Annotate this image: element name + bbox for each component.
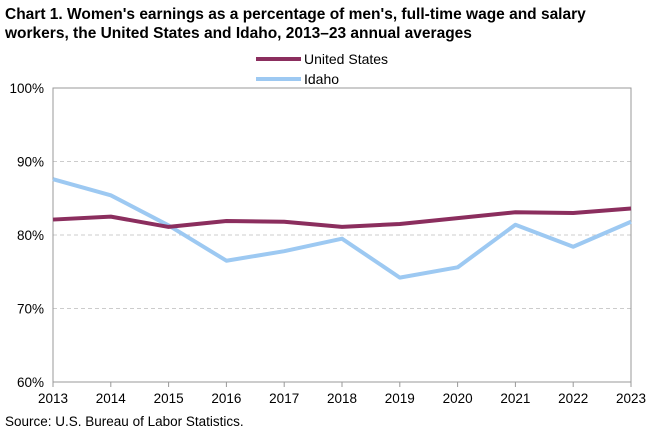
y-tick-label: 70% [17, 302, 44, 317]
legend: United States Idaho [256, 51, 388, 87]
x-tick-label: 2016 [211, 391, 241, 406]
x-ticks [52, 382, 632, 387]
x-tick-label: 2023 [616, 391, 646, 406]
y-tick-label: 90% [17, 155, 44, 170]
x-tick-label: 2014 [96, 391, 127, 406]
y-tick-label: 60% [17, 375, 44, 390]
y-tick-label: 100% [9, 81, 44, 96]
y-tick-label: 80% [17, 228, 44, 243]
x-tick-labels: 2013 2014 2015 2016 2017 2018 2019 2020 2021 2022… [38, 391, 646, 406]
x-tick-label: 2021 [500, 391, 530, 406]
source-note: Source: U.S. Bureau of Labor Statistics. [5, 414, 244, 429]
x-tick-label: 2015 [154, 391, 184, 406]
legend-label-united-states: United States [304, 51, 388, 67]
x-tick-label: 2017 [269, 391, 299, 406]
y-gridlines [53, 161, 631, 309]
series-line-united-states [52, 206, 632, 229]
legend-label-idaho: Idaho [304, 71, 339, 87]
x-tick-label: 2019 [385, 391, 415, 406]
x-tick-label: 2018 [327, 391, 357, 406]
x-tick-label: 2020 [443, 391, 473, 406]
x-tick-label: 2013 [38, 391, 68, 406]
series-lines [52, 177, 632, 280]
series-line-idaho [52, 177, 632, 280]
chart-title: Chart 1. Women's earnings as a percentag… [5, 6, 586, 42]
x-tick-label: 2022 [558, 391, 588, 406]
y-tick-labels: 60% 70% 80% 90% 100% [9, 81, 44, 390]
